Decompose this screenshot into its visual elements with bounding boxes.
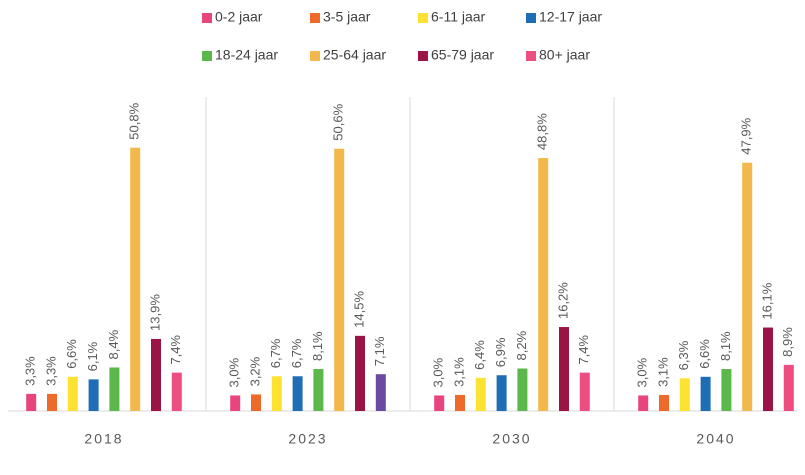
x-tick-label: 2018 xyxy=(84,431,123,447)
data-label: 6,6% xyxy=(64,339,79,369)
bar xyxy=(313,369,324,411)
bar xyxy=(375,374,386,411)
legend-label: 6-11 jaar xyxy=(431,9,486,25)
bar xyxy=(67,376,78,411)
bar xyxy=(559,327,569,411)
data-label: 8,9% xyxy=(780,327,795,357)
legend-label: 65-79 jaar xyxy=(431,47,494,63)
legend-swatch xyxy=(310,51,320,61)
bar xyxy=(26,393,37,411)
bar xyxy=(292,376,303,411)
data-label: 6,1% xyxy=(85,341,100,371)
data-label: 8,1% xyxy=(310,331,325,361)
legend-swatch xyxy=(418,13,428,23)
bar xyxy=(783,364,794,411)
bar xyxy=(679,378,690,411)
data-label: 3,3% xyxy=(23,356,38,386)
data-label: 16,2% xyxy=(555,282,570,319)
bar xyxy=(700,376,711,411)
legend-label: 0-2 jaar xyxy=(215,9,263,25)
legend-label: 18-24 jaar xyxy=(215,47,278,63)
data-label: 7,4% xyxy=(576,335,591,365)
bar xyxy=(659,394,669,411)
bar xyxy=(251,394,261,411)
x-tick-label: 2023 xyxy=(288,431,327,447)
legend-label: 25-64 jaar xyxy=(323,47,386,63)
bar xyxy=(475,377,486,411)
bar xyxy=(334,148,345,411)
bar xyxy=(271,376,282,411)
bar xyxy=(130,147,141,412)
bar xyxy=(721,369,732,411)
bar xyxy=(638,395,649,411)
bar xyxy=(109,367,120,411)
legend-swatch xyxy=(526,51,536,61)
data-label: 3,1% xyxy=(655,357,670,387)
legend-swatch xyxy=(202,51,212,61)
data-label: 7,1% xyxy=(372,336,387,366)
data-label: 8,4% xyxy=(106,329,121,359)
bar xyxy=(47,393,57,411)
legend-swatch xyxy=(418,51,428,61)
bar xyxy=(88,379,99,411)
data-label: 50,6% xyxy=(331,103,346,140)
legend-swatch xyxy=(310,13,320,23)
legend-swatch xyxy=(202,13,212,23)
bar xyxy=(230,395,241,411)
data-label: 3,0% xyxy=(635,357,650,387)
bar xyxy=(151,338,161,411)
data-label: 6,6% xyxy=(697,339,712,369)
data-label: 47,9% xyxy=(739,117,754,154)
bar xyxy=(579,372,590,411)
bar xyxy=(434,395,445,411)
data-label: 6,7% xyxy=(268,338,283,368)
data-label: 3,1% xyxy=(451,357,466,387)
bar xyxy=(455,394,465,411)
data-label: 6,4% xyxy=(472,340,487,370)
bar xyxy=(763,327,773,411)
data-label: 3,3% xyxy=(43,356,58,386)
data-label: 3,0% xyxy=(431,357,446,387)
data-label: 6,3% xyxy=(676,340,691,370)
legend-label: 12-17 jaar xyxy=(539,9,602,25)
legend-label: 3-5 jaar xyxy=(323,9,371,25)
data-label: 3,0% xyxy=(227,357,242,387)
bar xyxy=(538,158,549,411)
legend-swatch xyxy=(526,13,536,23)
bar xyxy=(171,372,182,411)
x-tick-label: 2040 xyxy=(696,431,735,447)
data-label: 16,1% xyxy=(759,282,774,319)
x-tick-label: 2030 xyxy=(492,431,531,447)
data-label: 8,2% xyxy=(514,330,529,360)
data-label: 13,9% xyxy=(147,294,162,331)
data-label: 6,9% xyxy=(493,337,508,367)
data-label: 50,8% xyxy=(127,102,142,139)
bar xyxy=(517,368,528,411)
data-label: 14,5% xyxy=(351,291,366,328)
bar xyxy=(742,162,753,411)
legend-label: 80+ jaar xyxy=(539,47,590,63)
data-label: 6,7% xyxy=(289,338,304,368)
bar xyxy=(496,375,507,411)
bar xyxy=(355,335,365,411)
data-label: 8,1% xyxy=(718,331,733,361)
data-label: 3,2% xyxy=(247,356,262,386)
data-label: 7,4% xyxy=(168,335,183,365)
data-label: 48,8% xyxy=(535,113,550,150)
